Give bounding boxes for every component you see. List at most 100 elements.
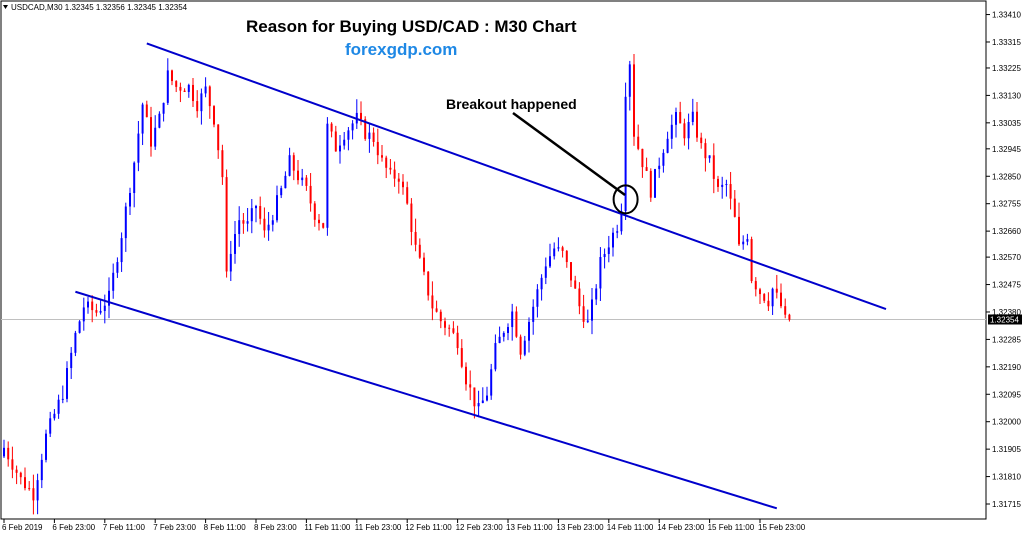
candle-body: [116, 262, 119, 273]
candle-body: [654, 169, 656, 198]
candle-body: [507, 327, 509, 333]
candle-body: [196, 101, 199, 112]
candle-body: [456, 332, 459, 349]
candle-body: [175, 81, 178, 87]
candle-body: [229, 253, 232, 272]
candle-body: [708, 155, 711, 159]
candle-body: [658, 165, 661, 170]
candle-body: [738, 216, 740, 245]
candle-body: [549, 256, 551, 267]
candle-body: [624, 96, 627, 212]
candle-body: [322, 223, 325, 228]
candle-body: [334, 131, 337, 152]
candle-body: [255, 205, 257, 209]
candle-body: [696, 111, 698, 138]
candle-body: [259, 205, 262, 219]
candle-body: [448, 327, 451, 329]
x-tick-label: 12 Feb 23:00: [456, 523, 504, 532]
x-tick-label: 8 Feb 11:00: [204, 523, 247, 532]
candle-body: [351, 123, 354, 131]
y-tick-label: 1.33315: [992, 38, 1021, 47]
candle-body: [465, 366, 467, 385]
candle-body: [746, 239, 749, 242]
candle-body: [250, 208, 253, 222]
candle-body: [53, 413, 56, 419]
y-tick-label: 1.32380: [992, 308, 1021, 317]
candle-body: [486, 395, 488, 401]
candle-body: [187, 84, 190, 92]
candle-body: [767, 300, 770, 307]
candle-body: [586, 320, 589, 322]
candle-body: [99, 310, 102, 313]
candle-body: [145, 104, 148, 118]
candle-body: [431, 295, 434, 309]
candle-body: [313, 203, 316, 220]
candle-body: [24, 477, 26, 489]
candle-body: [494, 343, 497, 370]
candle-body: [691, 111, 694, 122]
y-tick-label: 1.31905: [992, 445, 1021, 454]
dropdown-arrow-icon: [3, 5, 8, 9]
candle-body: [402, 181, 404, 188]
candle-body: [301, 177, 304, 181]
candle-body: [725, 184, 728, 186]
candle-body: [32, 488, 35, 501]
candle-body: [339, 145, 341, 152]
candle-body: [137, 133, 140, 163]
candle-body: [574, 280, 577, 289]
candle-body: [133, 162, 136, 194]
candle-body: [280, 188, 283, 196]
breakout-annotation-text: Breakout happened: [446, 96, 577, 112]
candle-body: [19, 472, 22, 478]
x-tick-label: 14 Feb 11:00: [607, 523, 654, 532]
x-tick-label: 12 Feb 11:00: [405, 523, 452, 532]
candle-body: [284, 175, 287, 189]
candle-body: [540, 277, 543, 290]
candle-body: [330, 123, 333, 132]
chart-title: Reason for Buying USD/CAD : M30 Chart: [246, 17, 577, 36]
candle-body: [343, 139, 346, 146]
candle-body: [376, 141, 379, 156]
time-axis: 6 Feb 2019 6 Feb 23:00 7 Feb 11:00 7 Feb 23…: [2, 519, 806, 532]
candle-body: [40, 459, 43, 481]
x-tick-label: 15 Feb 23:00: [758, 523, 806, 532]
candle-body: [591, 299, 593, 321]
candle-body: [628, 64, 631, 97]
candle-body: [733, 198, 736, 217]
y-tick-label: 1.32570: [992, 253, 1021, 262]
candle-body: [515, 311, 518, 337]
candle-body: [641, 148, 644, 168]
candle-body: [553, 248, 556, 257]
candle-body: [595, 288, 598, 300]
candle-body: [263, 218, 266, 231]
candle-body: [129, 193, 131, 207]
candle-body: [49, 418, 52, 434]
candle-body: [712, 155, 715, 179]
candle-body: [368, 132, 371, 139]
candle-body: [372, 132, 375, 142]
y-tick-label: 1.31715: [992, 500, 1021, 509]
x-tick-label: 15 Feb 11:00: [708, 523, 755, 532]
candle-body: [36, 480, 39, 501]
price-axis: 1.33410 1.33315 1.33225 1.33130 1.33035 1.329…: [986, 11, 1021, 509]
candle-body: [721, 184, 724, 187]
candle-body: [616, 231, 619, 233]
candle-body: [242, 220, 245, 224]
y-tick-label: 1.31810: [992, 473, 1021, 482]
candle-body: [271, 220, 274, 225]
plot-frame: [0, 0, 987, 520]
candle-body: [234, 234, 236, 254]
upper-channel-line: [146, 42, 887, 311]
candle-body: [599, 257, 602, 289]
candle-body: [452, 328, 455, 333]
candle-body: [519, 336, 522, 355]
candle-body: [502, 332, 505, 337]
candle-body: [666, 138, 669, 153]
breakout-circle: [612, 184, 639, 215]
candle-body: [670, 124, 673, 139]
candle-body: [183, 90, 186, 92]
lower-channel-line: [75, 290, 778, 510]
x-tick-label: 11 Feb 11:00: [304, 523, 351, 532]
candle-body: [154, 127, 157, 147]
candle-body: [687, 121, 690, 139]
